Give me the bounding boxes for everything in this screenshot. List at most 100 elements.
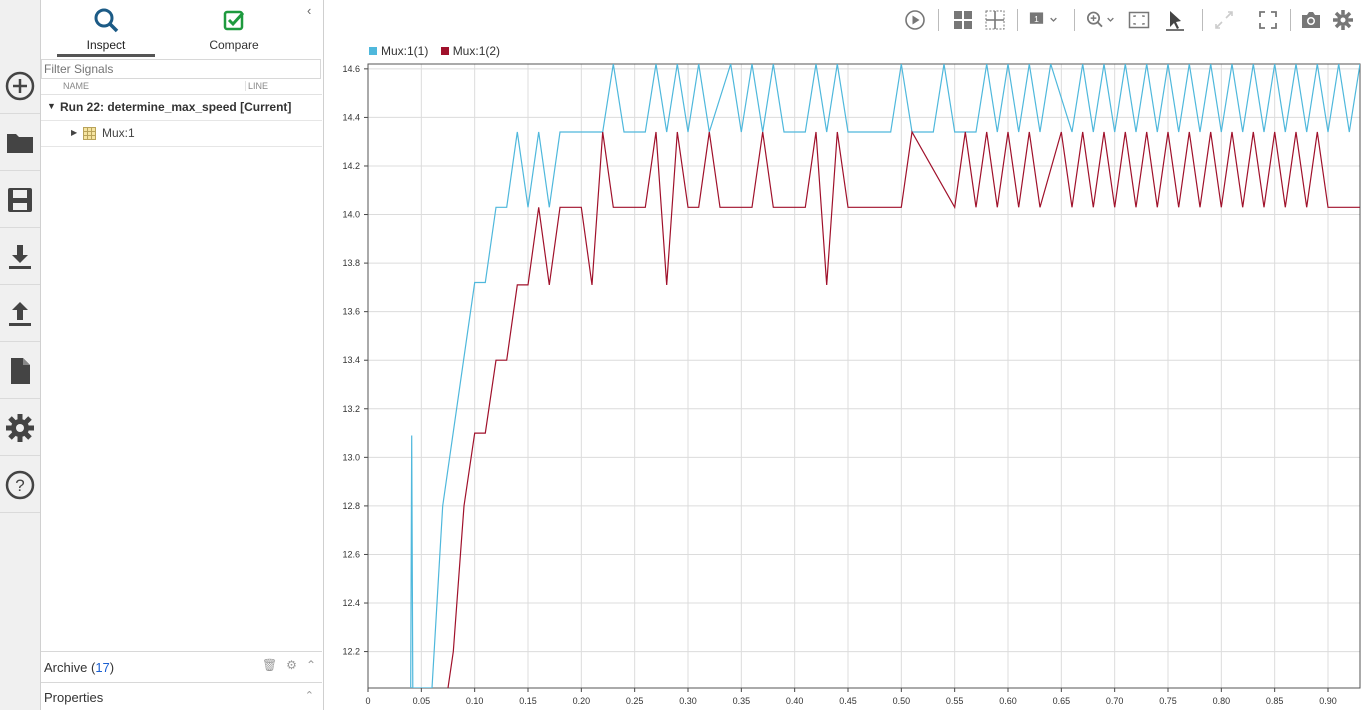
export-icon [9, 301, 31, 326]
column-line[interactable]: LINE [245, 81, 268, 91]
plot-toolbar: 1 [324, 0, 1362, 40]
run-label: Run 22: determine_max_speed [Current] [60, 100, 292, 114]
layout-button[interactable] [951, 8, 975, 32]
play-button[interactable] [903, 8, 927, 32]
chevron-up-icon[interactable]: ⌃ [304, 690, 314, 702]
open-button[interactable] [0, 115, 40, 171]
inspect-panel: Inspect Compare ‹ NAME LINE ▼ Run 22: de… [41, 0, 324, 710]
y-tick-label: 12.6 [342, 549, 360, 559]
expand-arrows-icon [1215, 11, 1233, 29]
y-tick-label: 13.8 [342, 258, 360, 268]
chevron-up-icon[interactable]: ⌃ [305, 658, 316, 672]
column-name[interactable]: NAME [63, 81, 90, 91]
trash-icon[interactable]: 🗑 [261, 658, 278, 672]
report-button[interactable] [0, 343, 40, 399]
svg-text:?: ? [15, 476, 24, 495]
fullscreen-button[interactable] [1256, 8, 1280, 32]
help-button[interactable]: ? [0, 457, 40, 513]
cursor-button[interactable] [1163, 8, 1187, 32]
left-toolbar: ? [0, 0, 41, 710]
chart-legend: Mux:1(1) Mux:1(2) [369, 44, 509, 58]
plus-circle-icon [5, 71, 35, 100]
visualization-dropdown[interactable]: 1 [1027, 8, 1063, 32]
x-tick-label: 0.55 [946, 696, 964, 706]
y-tick-label: 14.0 [342, 210, 360, 220]
line-chart[interactable]: 0 0.05 0.10 0.15 0.20 0.25 0.30 0.35 0.40 0.45 0.5… [324, 56, 1362, 710]
filter-signals-input[interactable] [41, 59, 321, 79]
snapshot-button[interactable] [1299, 8, 1323, 32]
fit-to-view-button[interactable] [1127, 8, 1151, 32]
gear-icon [6, 413, 34, 442]
play-icon [905, 10, 925, 30]
matrix-icon [83, 127, 96, 140]
series-line-1 [410, 64, 1360, 688]
svg-text:1: 1 [1034, 14, 1039, 24]
x-tick-label: 0.40 [786, 696, 804, 706]
gear-icon[interactable]: ⚙ [286, 658, 297, 672]
tab-compare-label: Compare [209, 38, 259, 52]
x-tick-label: 0.25 [626, 696, 644, 706]
subplot-button[interactable] [983, 8, 1007, 32]
properties-section[interactable]: Properties ⌃ [41, 682, 322, 711]
x-tick-label: 0.35 [733, 696, 751, 706]
x-tick-label: 0.20 [573, 696, 591, 706]
zoom-in-icon [1086, 11, 1114, 28]
zoom-dropdown[interactable] [1084, 8, 1120, 32]
x-tick-label: 0.65 [1053, 696, 1071, 706]
new-run-button[interactable] [0, 58, 40, 114]
fullscreen-icon [1259, 11, 1277, 29]
y-tick-label: 14.4 [342, 112, 360, 122]
cursor-icon [1166, 11, 1184, 31]
signal-label: Mux:1 [102, 126, 135, 140]
plot-area: 1 Mux:1(1) Mux:1(2) 0 0.05 0.10 0.15 0.20 0.2 [324, 0, 1362, 710]
x-tick-label: 0.90 [1319, 696, 1337, 706]
signal-row[interactable]: ▶ Mux:1 [41, 121, 322, 147]
y-tick-label: 14.6 [342, 64, 360, 74]
x-tick-label: 0.15 [519, 696, 537, 706]
x-tick-label: 0.30 [679, 696, 697, 706]
camera-icon [1302, 12, 1320, 28]
legend-item-series2[interactable]: Mux:1(2) [440, 44, 500, 58]
x-tick-label: 0.80 [1213, 696, 1231, 706]
search-icon [94, 8, 119, 33]
legend-item-series1[interactable]: Mux:1(1) [369, 44, 428, 58]
x-tick-label: 0.05 [413, 696, 431, 706]
y-tick-label: 14.2 [342, 161, 360, 171]
preferences-button[interactable] [0, 400, 40, 456]
x-tick-label: 0.45 [839, 696, 857, 706]
run-row[interactable]: ▼ Run 22: determine_max_speed [Current] [41, 95, 322, 121]
gear-icon [1333, 10, 1353, 30]
x-tick-label: 0.50 [893, 696, 911, 706]
x-tick-label: 0.60 [999, 696, 1017, 706]
expand-down-icon[interactable]: ▼ [47, 101, 56, 111]
archive-count: 17 [95, 660, 110, 675]
archive-label: Archive (17) [44, 660, 115, 675]
collapse-panel-icon[interactable]: ‹ [307, 3, 312, 18]
y-tick-label: 13.2 [342, 404, 360, 414]
x-tick-label: 0.10 [466, 696, 484, 706]
archive-section[interactable]: Archive (17) 🗑 ⚙ ⌃ [41, 651, 322, 680]
tab-inspect-label: Inspect [86, 38, 126, 52]
y-tick-label: 12.8 [342, 501, 360, 511]
export-button[interactable] [0, 286, 40, 342]
plot-frame [367, 63, 1361, 689]
y-tick-label: 12.4 [342, 598, 360, 608]
y-tick-label: 13.0 [342, 452, 360, 462]
expand-button[interactable] [1212, 8, 1236, 32]
save-button[interactable] [0, 172, 40, 228]
fit-to-view-icon [1128, 11, 1150, 29]
settings-button[interactable] [1331, 8, 1355, 32]
x-tick-label: 0.75 [1159, 696, 1177, 706]
subplot-grid-icon [985, 10, 1005, 30]
document-icon [11, 357, 30, 384]
help-icon: ? [5, 470, 35, 499]
checkbox-icon [223, 10, 245, 31]
folder-icon [7, 133, 33, 153]
tab-compare[interactable]: Compare [185, 6, 283, 52]
expand-right-icon[interactable]: ▶ [71, 128, 78, 137]
import-button[interactable] [0, 229, 40, 285]
x-tick-label: 0 [365, 696, 370, 706]
tab-inspect[interactable]: Inspect [57, 6, 155, 57]
signal-table-header: NAME LINE [41, 80, 322, 95]
save-icon [8, 187, 32, 212]
